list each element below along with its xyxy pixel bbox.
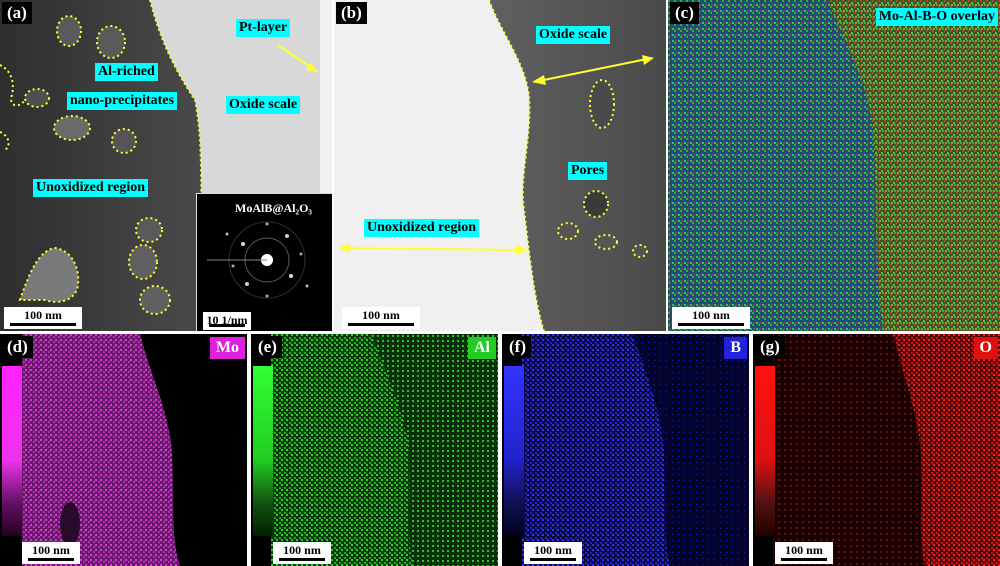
inset-scale-bar: 10 1/nm (203, 312, 251, 330)
scale-bar-f: 100 nm (524, 542, 582, 564)
mo-colorbar (2, 366, 22, 536)
panel-e-al-map: (e) Al 100 nm (251, 334, 498, 566)
mo-label: Mo (209, 337, 245, 359)
panel-a-tem: (a) Pt-layer Al-riched nano-precipitates… (0, 0, 332, 331)
panel-g-o-map: (g) O 100 nm (753, 334, 1000, 566)
scale-bar-c: 100 nm (672, 307, 750, 329)
panel-f-label: (f) (504, 336, 531, 358)
scale-bar-b: 100 nm (342, 307, 420, 329)
panel-c-overlay: (c) Mo-Al-B-O overlay 100 nm (668, 0, 1000, 331)
panel-g-label: (g) (755, 336, 785, 358)
diffraction-inset: MoAlB@Al₂O₃ 10 1/nm (196, 193, 332, 331)
scale-bar-a: 100 nm (4, 307, 82, 329)
scale-text-b: 100 nm (362, 308, 400, 322)
diffraction-pattern (207, 221, 309, 299)
panel-b-image (334, 0, 666, 331)
panel-e-image (271, 334, 498, 566)
panel-a-label: (a) (2, 2, 32, 24)
panel-d-image (22, 334, 180, 566)
unoxidized-label-b: Unoxidized region (364, 219, 480, 237)
al-label: Al (468, 337, 496, 359)
scale-bar-e: 100 nm (273, 542, 331, 564)
panel-d-label: (d) (2, 336, 33, 358)
scale-text-g: 100 nm (785, 543, 823, 557)
panel-e-label: (e) (253, 336, 282, 358)
o-colorbar (755, 366, 775, 536)
pores-label: Pores (568, 162, 608, 180)
panel-g-image (773, 334, 1000, 566)
scale-text-f: 100 nm (534, 543, 572, 557)
inset-scale-text: 10 1/nm (206, 313, 248, 327)
scale-text-c: 100 nm (692, 308, 730, 322)
oxide-scale-label-b: Oxide scale (536, 26, 611, 44)
nano-precipitates-label: nano-precipitates (67, 92, 177, 110)
panel-b-label: (b) (336, 2, 367, 24)
unoxidized-label-a: Unoxidized region (33, 179, 149, 197)
b-colorbar (504, 366, 524, 536)
al-riched-label: Al-riched (95, 63, 158, 81)
inset-title: MoAlB@Al₂O₃ (235, 201, 313, 215)
scale-text-d: 100 nm (32, 543, 70, 557)
panel-f-image (522, 334, 749, 566)
panel-d-mo-map: (d) Mo 100 nm (0, 334, 247, 566)
panel-b-tem: (b) Oxide scale Pores Unoxidized region … (334, 0, 666, 331)
scale-bar-g: 100 nm (775, 542, 833, 564)
al-colorbar (253, 366, 273, 536)
panel-c-label: (c) (670, 2, 699, 24)
oxide-scale-label-a: Oxide scale (226, 96, 301, 114)
scale-text-a: 100 nm (24, 308, 62, 322)
pt-layer-label: Pt-layer (236, 19, 291, 37)
overlay-label: Mo-Al-B-O overlay (875, 8, 998, 26)
scale-text-e: 100 nm (283, 543, 321, 557)
b-label: B (724, 337, 747, 359)
panel-c-image (668, 0, 1000, 331)
panel-f-b-map: (f) B 100 nm (502, 334, 749, 566)
o-label: O (973, 337, 998, 359)
scale-bar-d: 100 nm (22, 542, 80, 564)
